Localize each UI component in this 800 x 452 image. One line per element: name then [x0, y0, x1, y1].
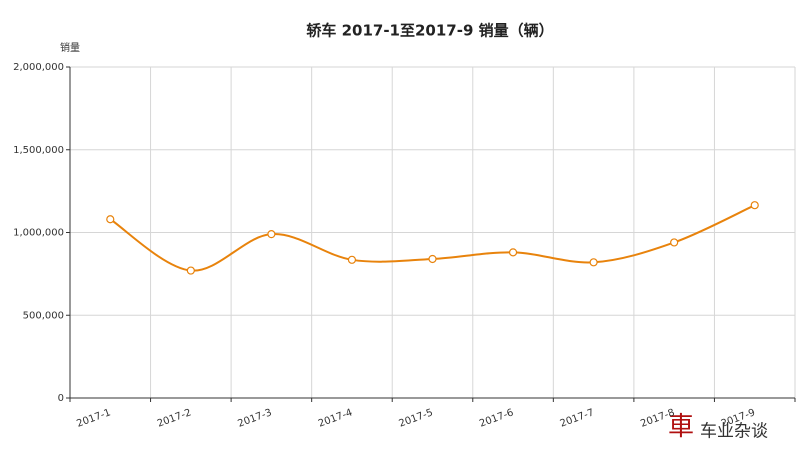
y-tick-label: 2,000,000 [13, 62, 64, 73]
x-tick-label: 2017-2 [156, 407, 193, 429]
point [347, 255, 357, 264]
y-tick-label: 1,000,000 [13, 228, 64, 239]
x-tick-label: 2017-4 [317, 407, 354, 429]
x-tick-label: 2017-6 [478, 407, 515, 429]
point [750, 201, 759, 210]
watermark-logo: 車 [668, 412, 694, 442]
point [428, 254, 437, 264]
y-tick-label: 0 [58, 393, 64, 404]
x-tick-label: 2017-7 [559, 407, 596, 429]
point [106, 215, 115, 224]
x-tick-label: 2017-1 [75, 407, 112, 429]
grid [66, 66, 796, 402]
y-tick-label: 500,000 [23, 310, 64, 321]
point [589, 258, 598, 267]
watermark: 车业杂谈 [700, 422, 768, 442]
point [267, 230, 276, 239]
point [670, 238, 679, 247]
chart-title: 轿车 2017-1至2017-9 销量（辆） [306, 22, 553, 40]
y-axis-label: 销量 [60, 41, 80, 54]
y-tick-label: 1,500,000 [13, 145, 64, 156]
point [508, 248, 518, 257]
x-tick-label: 2017-5 [398, 407, 435, 429]
plot [106, 201, 759, 275]
point [186, 266, 195, 275]
x-tick-label: 2017-3 [236, 407, 273, 429]
